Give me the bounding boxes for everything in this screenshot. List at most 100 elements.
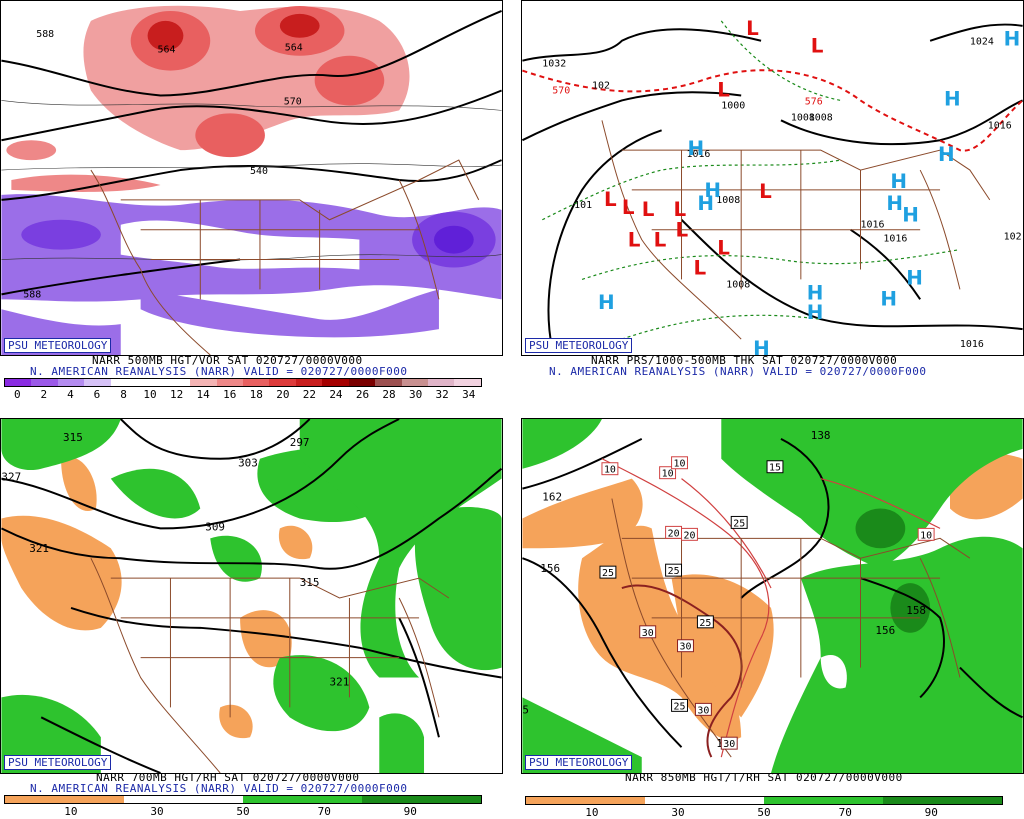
high-pressure-center: H (906, 266, 923, 289)
colorbar-segment (216, 379, 243, 386)
temp-box: 10 (659, 466, 677, 480)
contour-label: 1008 (726, 279, 750, 290)
colorbar-tick-label: 30 (408, 388, 423, 401)
svg-text:10: 10 (920, 530, 932, 541)
high-pressure-center: H (938, 143, 955, 166)
high-pressure-center: H (807, 281, 824, 304)
high-pressure-center: H (880, 287, 897, 310)
low-pressure-center: L (642, 198, 655, 221)
colorbar-tick-label: 90 (924, 806, 938, 819)
map-valid-line: N. AMERICAN REANALYSIS (NARR) VALID = 02… (549, 365, 927, 378)
svg-text:30: 30 (642, 628, 654, 639)
svg-text:25: 25 (602, 568, 614, 579)
psu-meteorology-badge: PSU METEOROLOGY (525, 338, 633, 353)
contour-label: 102 (592, 81, 610, 92)
low-pressure-center: L (654, 229, 667, 252)
temp-box: 30 (639, 625, 657, 639)
svg-text:25: 25 (668, 566, 680, 577)
temp-box: 10 (917, 527, 935, 541)
colorbar-segment (269, 379, 296, 386)
panel-700mb-rh: 315 297 303 309 315 321 327 321 PSU METE… (0, 418, 503, 819)
contour-label: 303 (238, 457, 258, 470)
svg-text:25: 25 (733, 518, 745, 529)
svg-text:30: 30 (723, 739, 735, 750)
contour-label: 1008 (791, 112, 815, 123)
colorbar-segment (31, 379, 58, 386)
psu-meteorology-badge: PSU METEOROLOGY (525, 755, 633, 770)
map-title: NARR 700MB HGT/RH SAT 020727/0000V000 (96, 771, 360, 784)
contour-label: 315 (300, 576, 320, 589)
colorbar-segment (401, 379, 428, 386)
high-pressure-center: H (944, 87, 961, 110)
colorbar-tick-label: 70 (317, 805, 331, 818)
temp-box: 25 (696, 615, 714, 629)
colorbar-tick-label: 34 (462, 388, 476, 401)
colorbar-tick-label: 8 (120, 388, 127, 401)
colorbar-tick-label: 6 (93, 388, 101, 401)
svg-text:15: 15 (769, 463, 781, 474)
contour-label: 1016 (861, 220, 885, 231)
map-700mb-rh: 315 297 303 309 315 321 327 321 (0, 418, 503, 774)
low-pressure-center: L (811, 35, 824, 58)
colorbar-tick-label: 50 (757, 806, 771, 819)
low-pressure-center: L (759, 180, 772, 203)
panel-850mb-temp-rh: 138 162 156 150 156 158 5 10 10 10 20 20… (521, 418, 1024, 819)
colorbar-segment (428, 379, 455, 386)
svg-text:10: 10 (662, 469, 674, 480)
rh-colorbar (525, 796, 1003, 805)
contour-label: 1008 (809, 112, 833, 123)
colorbar-segment (322, 379, 349, 386)
map-850mb-temp-rh: 138 162 156 150 156 158 5 10 10 10 20 20… (521, 418, 1024, 774)
contour-label: 564 (285, 43, 303, 54)
contour-label: 1008 (716, 195, 740, 206)
temp-box: 30 (720, 736, 738, 750)
contour-label: 156 (540, 562, 560, 575)
panel-surface-pressure: 1032 570 102 1000 1008 1016 101 1008 101… (521, 0, 1024, 400)
rh-colorbar-ticks: 10 30 50 70 90 (4, 806, 482, 818)
contour-label: 101 (574, 200, 592, 211)
colorbar-segment (190, 379, 217, 386)
colorbar-tick-label: 32 (435, 388, 449, 401)
temp-box: 20 (681, 527, 698, 541)
map-surface-pressure: 1032 570 102 1000 1008 1016 101 1008 101… (521, 0, 1024, 356)
temp-box: 10 (601, 462, 619, 476)
temp-box: 25 (665, 563, 683, 577)
temp-box: 20 (665, 525, 683, 539)
colorbar-tick-label: 50 (236, 805, 250, 818)
contour-label: 588 (23, 289, 41, 300)
map-valid-line: N. AMERICAN REANALYSIS (NARR) VALID = 02… (30, 782, 408, 795)
high-pressure-center: H (1004, 28, 1021, 51)
contour-label: 1016 (960, 339, 984, 350)
low-pressure-center: L (676, 219, 689, 242)
vorticity-colorbar (4, 378, 482, 387)
rh-colorbar-ticks: 10 30 50 70 90 (525, 807, 1003, 819)
contour-label: 564 (158, 45, 176, 56)
colorbar-segment (454, 379, 481, 386)
contour-label: 158 (906, 604, 926, 617)
contour-label: 570 (552, 85, 570, 96)
svg-text:30: 30 (680, 642, 692, 653)
contour-label: 321 (330, 675, 350, 688)
low-pressure-center: L (674, 198, 687, 221)
colorbar-tick-label: 26 (355, 388, 370, 401)
colorbar-segment (242, 379, 270, 386)
colorbar-segment (110, 379, 138, 386)
temp-box: 30 (677, 639, 694, 653)
colorbar-segment (137, 379, 164, 386)
low-pressure-center: L (693, 256, 706, 279)
vorticity-colorbar-ticks: 0 2 4 6 8 10 12 14 16 18 20 22 24 26 28 30 32 34 (4, 389, 482, 401)
contour-label: 102 (1004, 232, 1022, 243)
colorbar-segment (645, 797, 764, 804)
colorbar-tick-label: 30 (150, 805, 164, 818)
colorbar-tick-label: 90 (403, 805, 417, 818)
colorbar-tick-label: 4 (67, 388, 74, 401)
colorbar-segment (348, 379, 376, 386)
colorbar-segment (124, 796, 243, 803)
contour-label: 1016 (883, 234, 907, 245)
contour-label: 1000 (721, 100, 745, 111)
colorbar-tick-label: 10 (585, 806, 599, 819)
colorbar-tick-label: 70 (838, 806, 852, 819)
temp-box: 15 (766, 460, 784, 474)
map-title: NARR 500MB HGT/VOR SAT 020727/0000V000 (92, 354, 363, 367)
map-500mb-vorticity: 588 564 564 570 540 588 (0, 0, 503, 356)
